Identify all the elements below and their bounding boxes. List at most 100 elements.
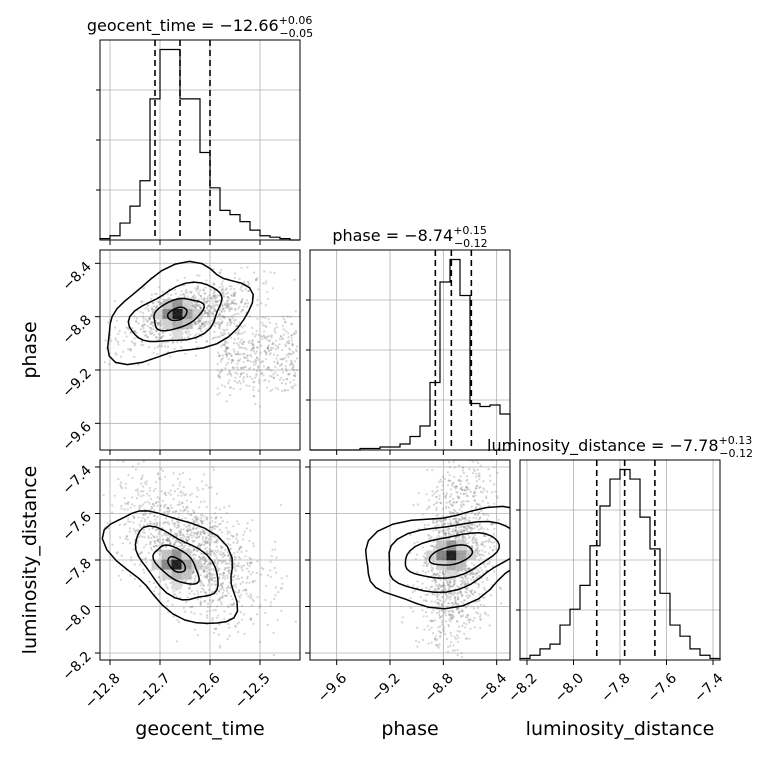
sample-point [272, 343, 275, 346]
sample-point [220, 561, 224, 565]
sample-point [216, 387, 219, 390]
sample-point [230, 315, 233, 318]
sample-point [143, 323, 146, 326]
sample-point [167, 611, 170, 614]
sample-point [173, 511, 176, 514]
contour-level-4 [101, 510, 239, 625]
sample-point [241, 346, 244, 349]
sample-point [204, 323, 207, 326]
sample-point [291, 363, 294, 366]
sample-point [472, 460, 475, 463]
sample-point [425, 493, 428, 496]
sample-point [469, 573, 473, 576]
sample-point [202, 557, 205, 561]
sample-point [240, 546, 243, 549]
sample-point [432, 529, 435, 532]
sample-point [221, 576, 224, 580]
sample-point [226, 554, 230, 557]
sample-point [142, 320, 145, 323]
sample-point [467, 536, 470, 539]
sample-point [211, 312, 214, 316]
sample-point [255, 329, 258, 332]
sample-point [214, 525, 217, 528]
sample-point [287, 336, 290, 339]
sample-point [476, 525, 479, 528]
y-tick-label: −7.8 [59, 556, 94, 591]
sample-point [443, 573, 446, 576]
sample-point [450, 592, 453, 595]
sample-point [152, 324, 155, 328]
sample-point [434, 528, 437, 531]
sample-point [153, 522, 156, 525]
sample-point [454, 529, 457, 532]
sample-point [218, 576, 221, 579]
sample-point [479, 618, 482, 621]
sample-point [183, 509, 187, 512]
sample-point [229, 386, 233, 389]
sample-point [148, 326, 151, 329]
sample-point [133, 337, 136, 340]
sample-point [439, 631, 442, 634]
sample-point [491, 522, 494, 525]
sample-point [218, 528, 222, 532]
sample-point [401, 621, 404, 624]
sample-point [474, 573, 477, 576]
sample-point [203, 311, 206, 314]
sample-point [445, 593, 448, 597]
sample-point [143, 546, 146, 549]
sample-point [257, 366, 260, 369]
sample-point [188, 528, 191, 531]
sample-point [470, 562, 473, 565]
sample-point [205, 541, 208, 544]
sample-point [133, 505, 136, 508]
sample-point [157, 532, 160, 536]
sample-point [424, 561, 427, 564]
sample-point [445, 505, 448, 508]
sample-point [496, 496, 499, 499]
sample-point [422, 570, 425, 573]
sample-point [460, 528, 463, 532]
sample-point [470, 605, 473, 608]
sample-point [212, 609, 215, 612]
sample-point [434, 521, 438, 524]
sample-point [248, 315, 251, 318]
sample-point [127, 520, 130, 523]
sample-point [180, 340, 183, 343]
sample-point [473, 540, 476, 544]
sample-point [200, 321, 203, 324]
sample-point [193, 612, 196, 615]
sample-point [136, 541, 139, 545]
sample-point [192, 295, 195, 298]
sample-point [456, 630, 459, 633]
sample-point [472, 607, 475, 610]
sample-point [204, 599, 207, 603]
sample-point [473, 490, 476, 493]
sample-point [210, 601, 214, 604]
sample-point [248, 556, 251, 560]
sample-point [266, 574, 270, 577]
sample-point [261, 316, 264, 319]
sample-point [203, 559, 206, 563]
sample-point [135, 331, 138, 334]
sample-point [133, 329, 136, 332]
sample-point [234, 585, 237, 588]
sample-point [480, 543, 483, 546]
sample-point [133, 563, 136, 566]
sample-point [195, 520, 198, 524]
sample-point [225, 594, 228, 598]
sample-point [462, 517, 465, 521]
sample-point [174, 292, 177, 295]
sample-point [226, 347, 229, 350]
sample-point [284, 321, 287, 324]
sample-point [164, 503, 167, 506]
sample-point [195, 533, 198, 536]
sample-point [158, 553, 161, 556]
sample-point [204, 538, 207, 541]
sample-point [239, 325, 242, 328]
sample-point [295, 331, 298, 334]
sample-point [154, 529, 157, 532]
sample-point [185, 505, 189, 508]
sample-point [243, 352, 246, 355]
sample-point [212, 526, 215, 529]
sample-point [439, 599, 442, 602]
